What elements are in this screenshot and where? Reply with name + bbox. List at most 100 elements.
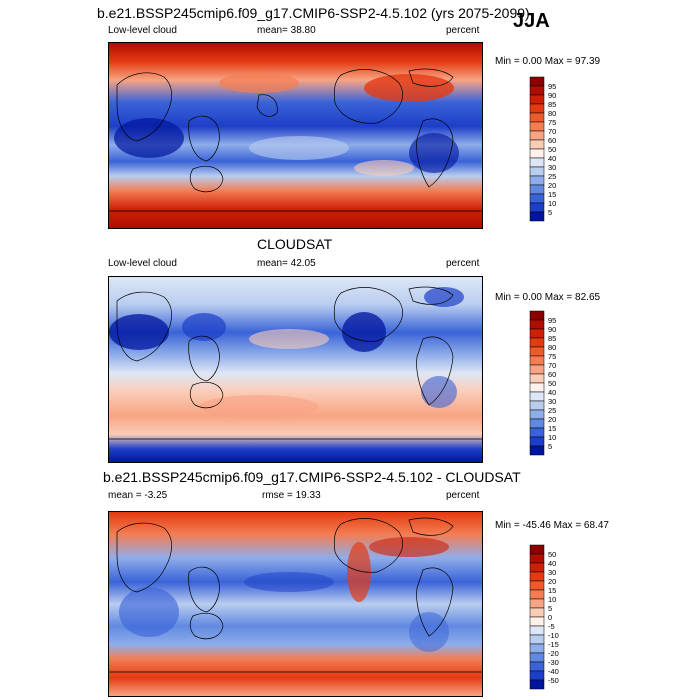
- colorbar-swatch: [529, 148, 545, 159]
- panel-diff-mean-label: mean = -3.25: [108, 490, 168, 501]
- colorbar-swatch: [529, 364, 545, 375]
- colorbar-tick-label: 10: [548, 433, 556, 442]
- colorbar-tick-label: -10: [548, 631, 559, 640]
- colorbar-swatch: [529, 598, 545, 609]
- colorbar-swatch: [529, 580, 545, 591]
- panel-diff-minmax-label: Min = -45.46 Max = 68.47: [495, 520, 609, 531]
- colorbar-tick-label: 50: [548, 145, 556, 154]
- colorbar-swatch: [529, 328, 545, 339]
- colorbar-swatch: [529, 553, 545, 564]
- colorbar-tick-label: 50: [548, 379, 556, 388]
- colorbar-swatch: [529, 337, 545, 348]
- colorbar-tick-label: 40: [548, 154, 556, 163]
- panel-diff-units-label: percent: [446, 490, 480, 501]
- colorbar-swatch: [529, 400, 545, 411]
- panel-obs-mean-label: mean= 42.05: [257, 258, 316, 269]
- colorbar-tick-label: 95: [548, 316, 556, 325]
- panel-model-variable-label: Low-level cloud: [108, 25, 177, 36]
- colorbar-swatch: [529, 121, 545, 132]
- colorbar-tick-label: 90: [548, 325, 556, 334]
- colorbar-swatch: [529, 211, 545, 222]
- colorbar-tick-label: 40: [548, 388, 556, 397]
- panel-obs-map: [108, 276, 483, 463]
- colorbar-tick-label: -40: [548, 667, 559, 676]
- colorbar-tick-label: 15: [548, 586, 556, 595]
- panel-diff-rmse-label: rmse = 19.33: [262, 490, 321, 501]
- colorbar-tick-label: -50: [548, 676, 559, 685]
- colorbar-tick-label: 90: [548, 91, 556, 100]
- colorbar-swatch: [529, 184, 545, 195]
- colorbar-tick-label: 80: [548, 343, 556, 352]
- colorbar-swatch: [529, 427, 545, 438]
- colorbar-tick-label: 60: [548, 370, 556, 379]
- panel-obs-minmax-label: Min = 0.00 Max = 82.65: [495, 292, 601, 303]
- colorbar-swatch: [529, 310, 545, 321]
- colorbar-swatch: [529, 76, 545, 87]
- colorbar-swatch: [529, 193, 545, 204]
- panel-model-units-label: percent: [446, 25, 480, 36]
- colorbar-swatch: [529, 544, 545, 555]
- colorbar-swatch: [529, 607, 545, 618]
- colorbar-swatch: [529, 202, 545, 213]
- panel-diff-map: [108, 511, 483, 697]
- colorbar-tick-label: 20: [548, 415, 556, 424]
- colorbar-swatch: [529, 571, 545, 582]
- panel-model-minmax-label: Min = 0.00 Max = 97.39: [495, 56, 601, 67]
- panel-obs-colorbar: 95 90 85 80 75 70 60 50 40 30 25 20 15 10 5: [529, 310, 590, 459]
- colorbar-tick-label: 25: [548, 172, 556, 181]
- colorbar-swatch: [529, 679, 545, 690]
- colorbar-swatch: [529, 589, 545, 600]
- panel-model-map: [108, 42, 483, 229]
- colorbar-tick-label: 5: [548, 442, 552, 451]
- colorbar-tick-label: 30: [548, 163, 556, 172]
- colorbar-swatch: [529, 643, 545, 654]
- colorbar-tick-label: 50: [548, 550, 556, 559]
- colorbar-swatch: [529, 175, 545, 186]
- colorbar-tick-label: -5: [548, 622, 555, 631]
- colorbar-swatch: [529, 562, 545, 573]
- colorbar-swatch: [529, 355, 545, 366]
- panel-obs-field: [109, 277, 482, 462]
- colorbar-tick-label: -15: [548, 640, 559, 649]
- panel-model-mean-label: mean= 38.80: [257, 25, 316, 36]
- panel-model-colorbar: 95 90 85 80 75 70 60 50 40 30 25 20 15 10 5: [529, 76, 590, 225]
- colorbar-swatch: [529, 373, 545, 384]
- panel-diff-coastlines: [109, 517, 482, 673]
- colorbar-swatch: [529, 409, 545, 420]
- colorbar-tick-label: 95: [548, 82, 556, 91]
- colorbar-tick-label: 10: [548, 199, 556, 208]
- colorbar-tick-label: 10: [548, 595, 556, 604]
- colorbar-swatch: [529, 157, 545, 168]
- colorbar-swatch: [529, 625, 545, 636]
- colorbar-tick-label: 75: [548, 352, 556, 361]
- colorbar-swatch: [529, 661, 545, 672]
- panel-obs-title: CLOUDSAT: [257, 236, 333, 252]
- panel-diff-colorbar: 50 40 30 20 15 10 5 0 -5 -10 -15 -20 -30 -40 -50: [529, 544, 590, 693]
- colorbar-tick-label: 30: [548, 397, 556, 406]
- colorbar-tick-label: 80: [548, 109, 556, 118]
- colorbar-tick-label: 20: [548, 577, 556, 586]
- colorbar-swatch: [529, 652, 545, 663]
- panel-diff-patches: [119, 537, 449, 652]
- colorbar-swatch: [529, 103, 545, 114]
- panel-model-patches: [114, 73, 459, 176]
- colorbar-tick-label: 15: [548, 190, 556, 199]
- colorbar-tick-label: 25: [548, 406, 556, 415]
- colorbar-swatch: [529, 634, 545, 645]
- colorbar-tick-label: 20: [548, 181, 556, 190]
- colorbar-tick-label: 15: [548, 424, 556, 433]
- panel-obs-coastlines: [109, 286, 482, 440]
- colorbar-tick-label: 0: [548, 613, 552, 622]
- colorbar-tick-label: 5: [548, 208, 552, 217]
- colorbar-tick-label: 70: [548, 127, 556, 136]
- colorbar-swatch: [529, 112, 545, 123]
- panel-diff-title: b.e21.BSSP245cmip6.f09_g17.CMIP6-SSP2-4.…: [103, 469, 521, 485]
- panel-obs-units-label: percent: [446, 258, 480, 269]
- colorbar-swatch: [529, 139, 545, 150]
- colorbar-swatch: [529, 166, 545, 177]
- colorbar-swatch: [529, 418, 545, 429]
- colorbar-tick-label: -20: [548, 649, 559, 658]
